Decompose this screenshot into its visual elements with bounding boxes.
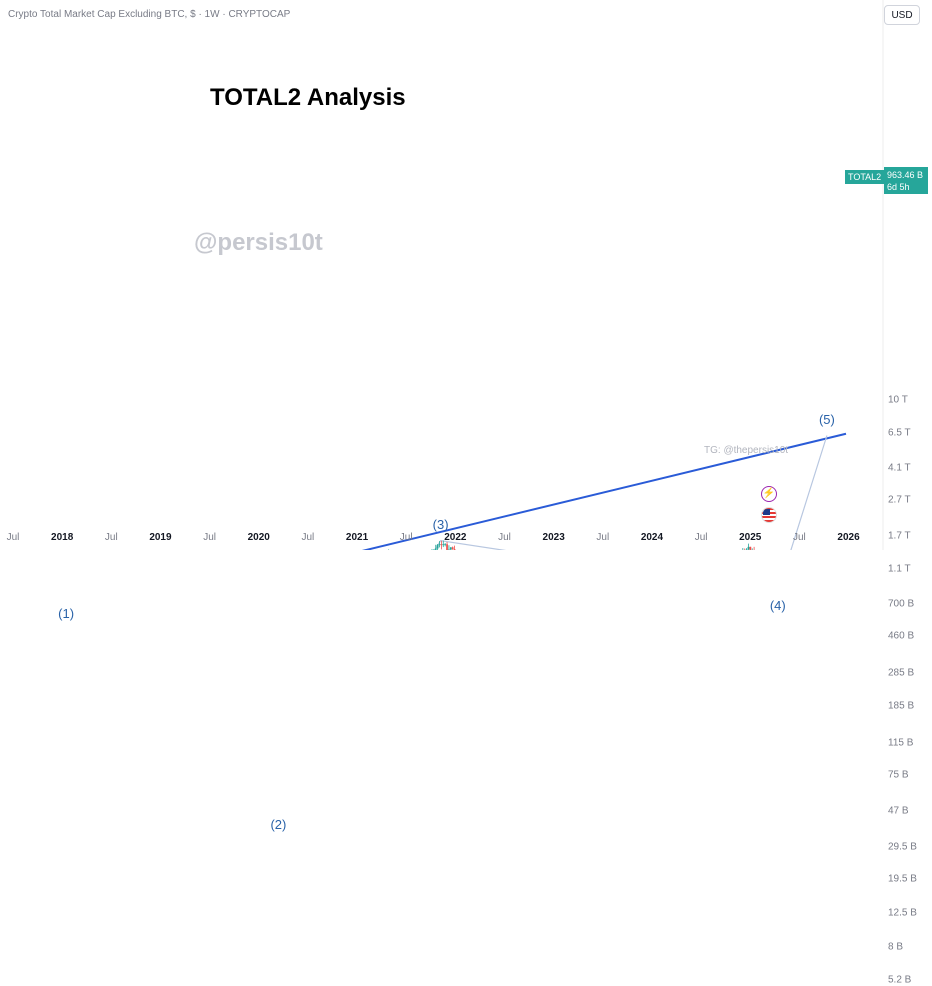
y-tick-label: 8 B — [888, 942, 903, 953]
y-tick-label: 5.2 B — [888, 975, 911, 986]
us-flag-icon[interactable] — [761, 507, 777, 523]
x-tick-label: Jul — [7, 532, 20, 543]
x-tick-label: 2018 — [51, 532, 73, 543]
x-tick-label: 2024 — [641, 532, 663, 543]
y-tick-label: 460 B — [888, 631, 914, 642]
x-tick-label: Jul — [400, 532, 413, 543]
y-tick-label: 700 B — [888, 599, 914, 610]
wave-label-4: (4) — [770, 598, 786, 613]
y-tick-label: 47 B — [888, 806, 909, 817]
y-tick-label: 12.5 B — [888, 907, 917, 918]
analysis-title: TOTAL2 Analysis — [210, 84, 406, 112]
symbol-tag: TOTAL2 — [845, 170, 884, 184]
candle-body — [450, 547, 452, 549]
candle-body — [440, 544, 442, 545]
candle-body — [444, 544, 446, 545]
price-label: 963.46 B 6d 5h — [884, 167, 928, 194]
y-tick-label: 115 B — [888, 737, 913, 748]
candle-body — [748, 547, 750, 550]
x-tick-label: Jul — [498, 532, 511, 543]
x-tick-label: Jul — [301, 532, 314, 543]
y-tick-label: 19.5 B — [888, 873, 917, 884]
chart-header-title: Crypto Total Market Cap Excluding BTC, $… — [8, 9, 290, 20]
x-tick-label: 2021 — [346, 532, 368, 543]
y-tick-label: 185 B — [888, 701, 914, 712]
y-tick-label: 285 B — [888, 667, 914, 678]
y-tick-label: 75 B — [888, 770, 909, 781]
x-tick-label: 2022 — [444, 532, 466, 543]
x-tick-label: Jul — [695, 532, 708, 543]
x-tick-label: Jul — [203, 532, 216, 543]
wave-label-2: (2) — [270, 817, 286, 832]
candle-body — [439, 544, 441, 545]
chart-canvas[interactable] — [0, 0, 932, 550]
price-countdown: 6d 5h — [887, 181, 925, 193]
x-tick-label: Jul — [793, 532, 806, 543]
candle-body — [437, 545, 439, 549]
wave-label-1: (1) — [58, 606, 74, 621]
author-watermark: @persis10t — [194, 229, 323, 257]
lightning-icon[interactable]: ⚡ — [761, 486, 777, 502]
x-tick-label: Jul — [105, 532, 118, 543]
y-tick-label: 29.5 B — [888, 841, 917, 852]
candle-body — [446, 544, 448, 550]
x-tick-label: 2026 — [837, 532, 859, 543]
y-tick-label: 6.5 T — [888, 428, 911, 439]
candle-body — [442, 544, 444, 545]
currency-button[interactable]: USD — [884, 5, 920, 25]
y-tick-label: 1.7 T — [888, 530, 911, 541]
y-tick-label: 1.1 T — [888, 564, 911, 575]
y-tick-label: 2.7 T — [888, 495, 911, 506]
y-tick-label: 10 T — [888, 395, 908, 406]
telegram-handle: TG: @thepersis10t — [704, 445, 788, 456]
price-value: 963.46 B — [887, 169, 925, 181]
x-tick-label: 2020 — [248, 532, 270, 543]
x-tick-label: 2023 — [543, 532, 565, 543]
wave-label-3: (3) — [433, 517, 449, 532]
x-tick-label: 2019 — [149, 532, 171, 543]
x-tick-label: 2025 — [739, 532, 761, 543]
candle-body — [452, 547, 454, 549]
wave-label-5: (5) — [819, 412, 835, 427]
x-tick-label: Jul — [596, 532, 609, 543]
y-tick-label: 4.1 T — [888, 463, 911, 474]
